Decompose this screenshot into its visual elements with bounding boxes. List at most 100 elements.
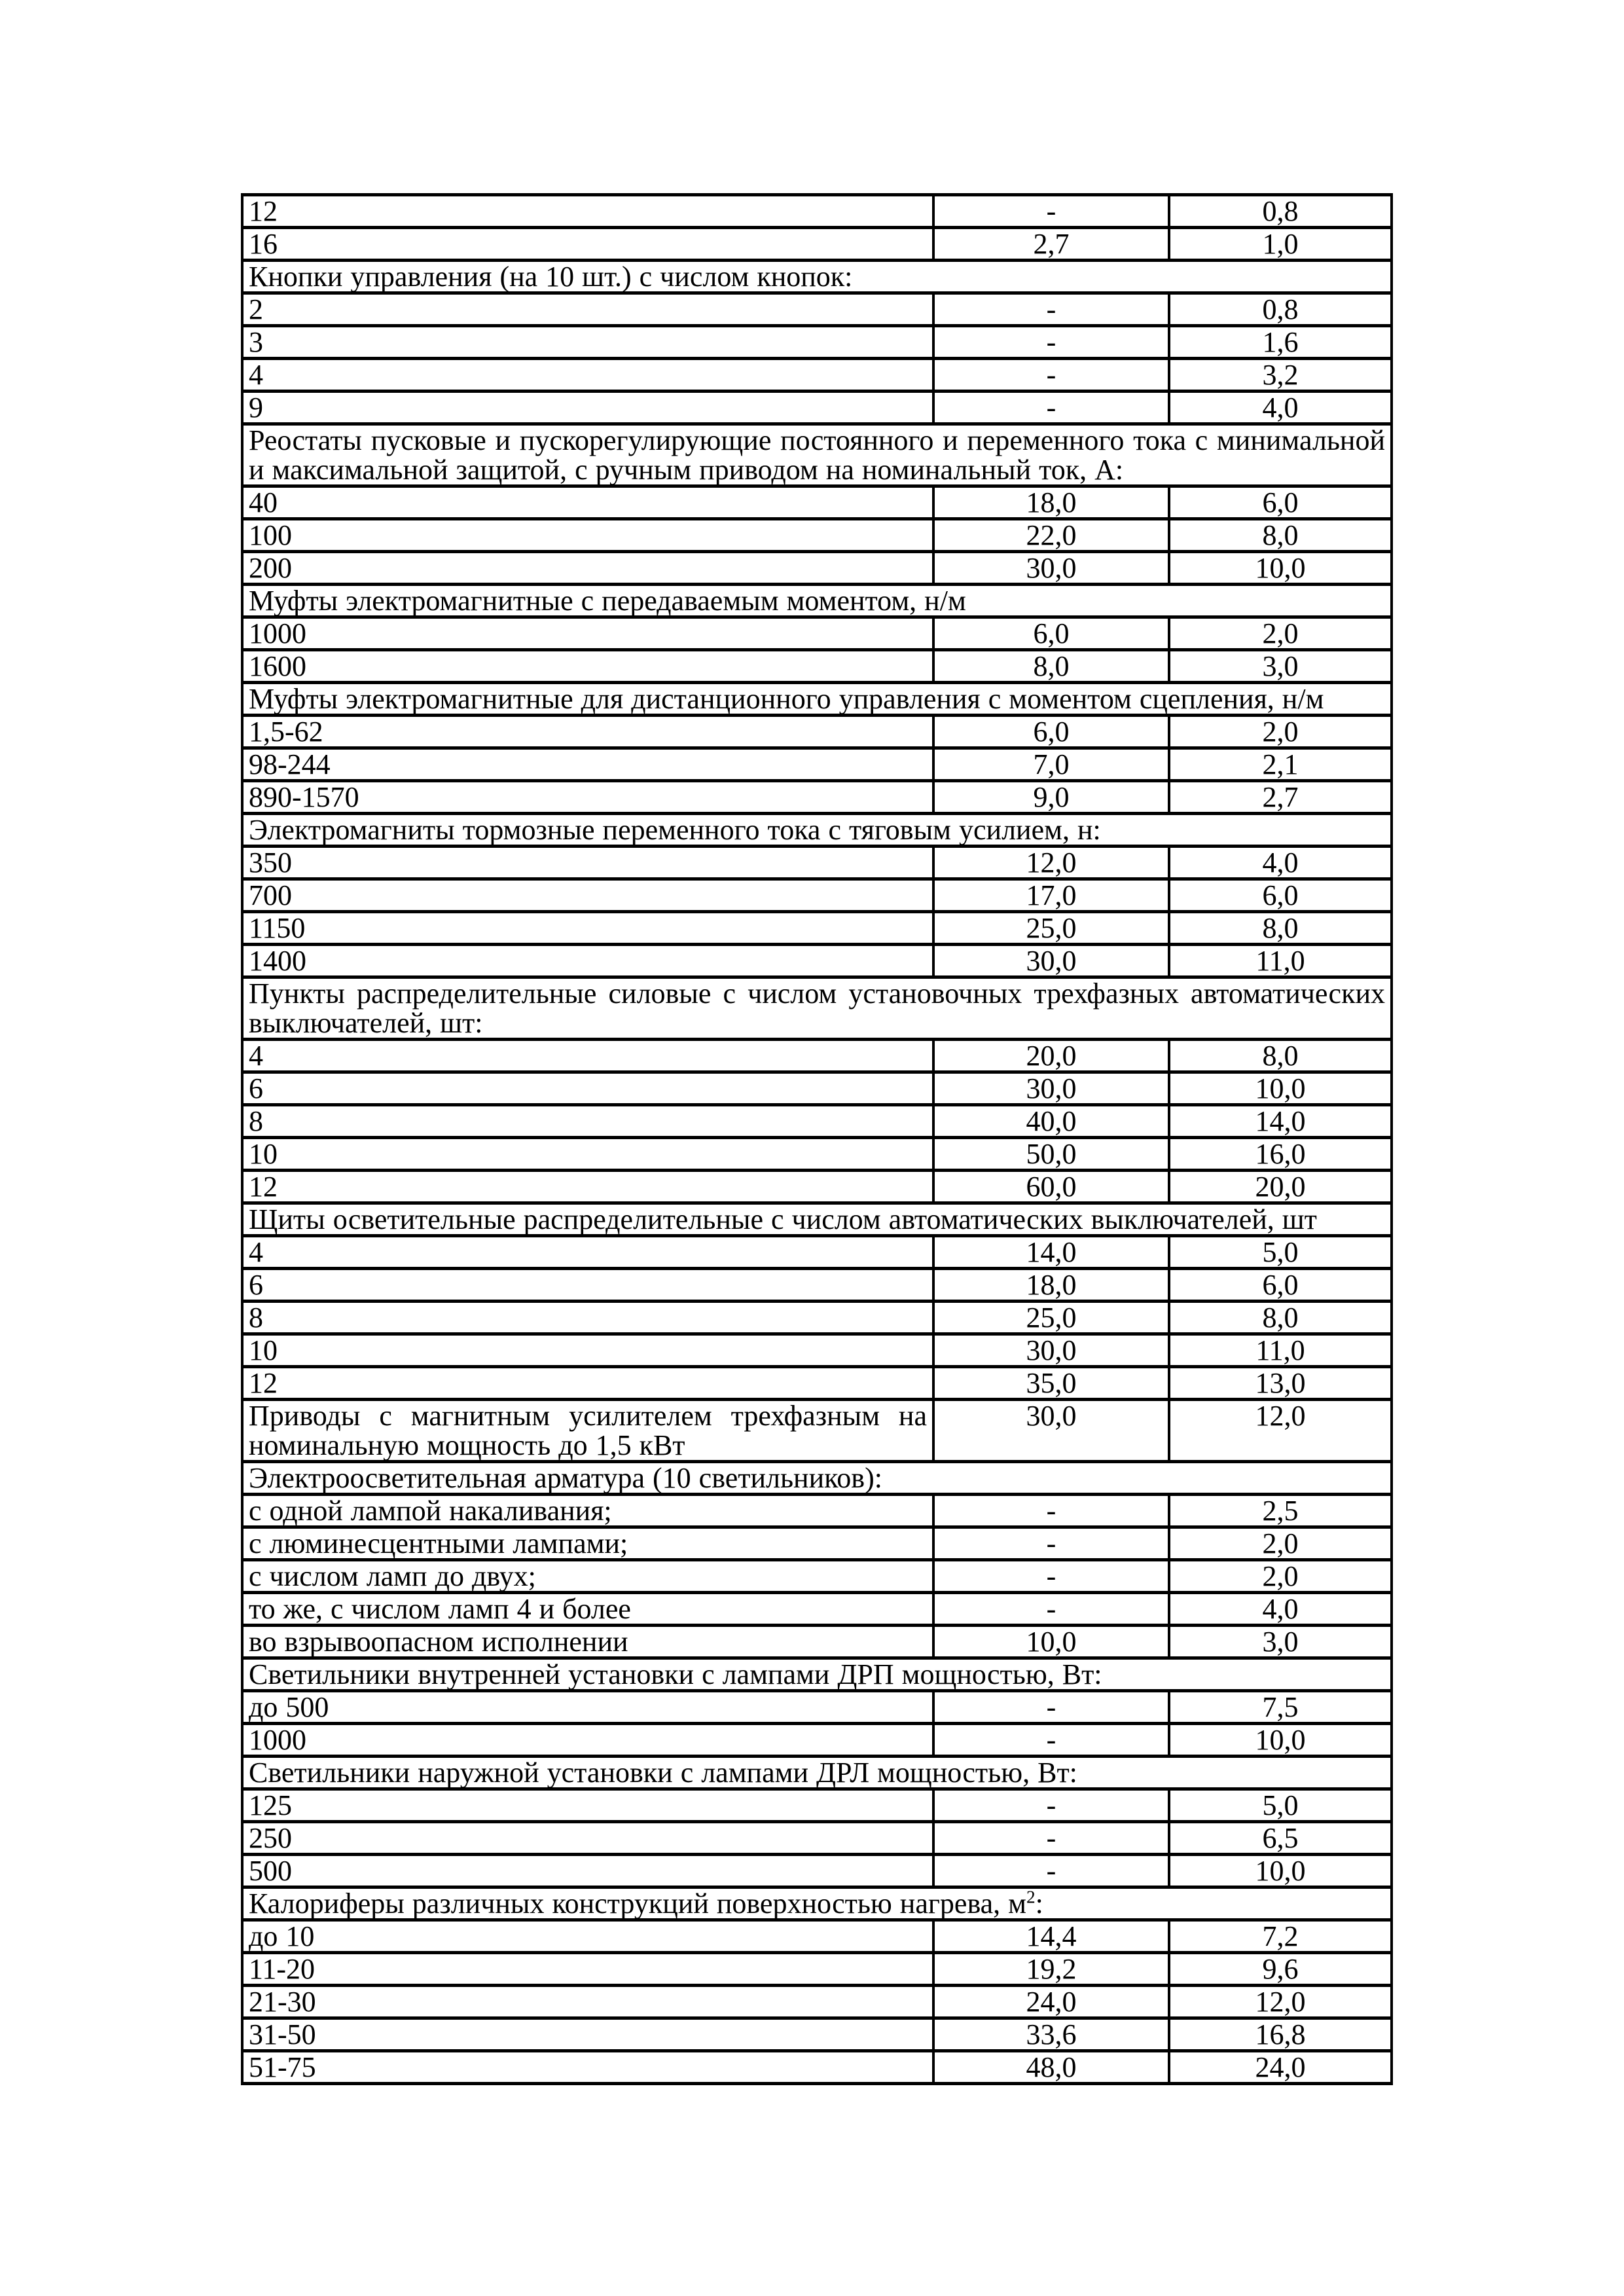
table-row: 4 20,0 8,0 — [241, 1038, 1393, 1074]
labor-value-cell: 2,7 — [932, 226, 1170, 262]
rate-value-cell: 16,0 — [1168, 1136, 1393, 1172]
item-label-cell: 890-1570 — [241, 779, 935, 815]
item-label-cell: 11-20 — [241, 1951, 935, 1987]
table-row: 8 25,0 8,0 — [241, 1300, 1393, 1336]
rate-value-cell: 2,0 — [1168, 1558, 1393, 1594]
table-row: 3-1,6 — [241, 324, 1393, 360]
labor-value-cell: 17,0 — [932, 877, 1170, 913]
labor-value-cell: - — [932, 324, 1170, 360]
section-row: Щиты осветительные распределительные с ч… — [241, 1201, 1393, 1237]
rate-value-cell: 9,6 — [1168, 1951, 1393, 1987]
section-header-cell: Муфты электромагнитные с передаваемым мо… — [241, 583, 1393, 619]
rate-value-cell: 2,1 — [1168, 746, 1393, 782]
section-header-cell: Электроосветительная арматура (10 светил… — [241, 1460, 1393, 1496]
item-label-cell: до 10 — [241, 1918, 935, 1954]
item-label-cell: 2 — [241, 291, 935, 327]
rate-value-cell: 8,0 — [1168, 1300, 1393, 1336]
labor-value-cell: 7,0 — [932, 746, 1170, 782]
item-label-cell: 500 — [241, 1853, 935, 1889]
section-row: Реостаты пусковые и пускорегулирующие по… — [241, 422, 1393, 488]
section-row: Электроосветительная арматура (10 светил… — [241, 1460, 1393, 1496]
table-row: 250-6,5 — [241, 1820, 1393, 1856]
rate-value-cell: 3,2 — [1168, 357, 1393, 393]
table-row: 12-0,8 — [241, 193, 1393, 229]
item-label-cell: то же, с числом ламп 4 и более — [241, 1591, 935, 1627]
item-label-cell: 3 — [241, 324, 935, 360]
rate-value-cell: 2,0 — [1168, 615, 1393, 651]
superscript: 2 — [1026, 1887, 1036, 1907]
table-row: с люминесцентными лампами; -2,0 — [241, 1525, 1393, 1561]
rate-value-cell: 2,0 — [1168, 1525, 1393, 1561]
rate-value-cell: 11,0 — [1168, 1332, 1393, 1368]
labor-value-cell: 30,0 — [932, 1070, 1170, 1106]
labor-value-cell: - — [932, 1787, 1170, 1823]
table-row: 500-10,0 — [241, 1853, 1393, 1889]
labor-value-cell: 30,0 — [932, 550, 1170, 586]
table-row: 98-244 7,0 2,1 — [241, 746, 1393, 782]
item-label-cell: Приводы с магнитным усилителем трехфазны… — [241, 1398, 935, 1463]
rate-value-cell: 8,0 — [1168, 1038, 1393, 1074]
equipment-rates-table-body: 12-0,8 16 2,7 1,0 Кнопки управления (на 10 ш… — [241, 193, 1393, 2085]
section-row: Светильники наружной установки с лампами… — [241, 1755, 1393, 1791]
table-row: 12 60,0 20,0 — [241, 1169, 1393, 1205]
labor-value-cell: - — [932, 1853, 1170, 1889]
item-label-cell: до 500 — [241, 1689, 935, 1725]
rate-value-cell: 10,0 — [1168, 1722, 1393, 1758]
labor-value-cell: 40,0 — [932, 1103, 1170, 1139]
table-row: то же, с числом ламп 4 и более -4,0 — [241, 1591, 1393, 1627]
rate-value-cell: 4,0 — [1168, 390, 1393, 426]
item-label-cell: 12 — [241, 1365, 935, 1401]
rate-value-cell: 5,0 — [1168, 1787, 1393, 1823]
labor-value-cell: 22,0 — [932, 517, 1170, 553]
table-row: 6 18,0 6,0 — [241, 1267, 1393, 1303]
item-label-cell: 31-50 — [241, 2016, 935, 2052]
item-label-cell: 700 — [241, 877, 935, 913]
table-row: 1000-10,0 — [241, 1722, 1393, 1758]
rate-value-cell: 0,8 — [1168, 291, 1393, 327]
table-row: 1600 8,0 3,0 — [241, 648, 1393, 684]
table-row: 350 12,0 4,0 — [241, 845, 1393, 881]
rate-value-cell: 4,0 — [1168, 845, 1393, 881]
rate-value-cell: 0,8 — [1168, 193, 1393, 229]
table-row: 100 22,0 8,0 — [241, 517, 1393, 553]
table-row: 4-3,2 — [241, 357, 1393, 393]
item-label-cell: 250 — [241, 1820, 935, 1856]
rate-value-cell: 7,5 — [1168, 1689, 1393, 1725]
labor-value-cell: - — [932, 291, 1170, 327]
table-row: 12 35,0 13,0 — [241, 1365, 1393, 1401]
table-row: 51-75 48,0 24,0 — [241, 2049, 1393, 2085]
rate-value-cell: 10,0 — [1168, 1853, 1393, 1889]
table-row: 31-50 33,6 16,8 — [241, 2016, 1393, 2052]
rate-value-cell: 2,0 — [1168, 714, 1393, 750]
item-label-cell: 51-75 — [241, 2049, 935, 2085]
item-label-cell: 8 — [241, 1103, 935, 1139]
section-row: Кнопки управления (на 10 шт.) с числом к… — [241, 259, 1393, 295]
table-row: во взрывоопасном исполнении 10,0 3,0 — [241, 1624, 1393, 1660]
item-label-cell: 98-244 — [241, 746, 935, 782]
rate-value-cell: 16,8 — [1168, 2016, 1393, 2052]
rate-value-cell: 13,0 — [1168, 1365, 1393, 1401]
item-label-cell: 6 — [241, 1267, 935, 1303]
rate-value-cell: 1,0 — [1168, 226, 1393, 262]
labor-value-cell: - — [932, 390, 1170, 426]
rate-value-cell: 10,0 — [1168, 1070, 1393, 1106]
item-label-cell: 1600 — [241, 648, 935, 684]
table-row: 8 40,0 14,0 — [241, 1103, 1393, 1139]
rate-value-cell: 8,0 — [1168, 517, 1393, 553]
rate-value-cell: 11,0 — [1168, 943, 1393, 979]
rate-value-cell: 6,0 — [1168, 877, 1393, 913]
labor-value-cell: 12,0 — [932, 845, 1170, 881]
table-row: 21-30 24,0 12,0 — [241, 1984, 1393, 2020]
item-label-cell: 8 — [241, 1300, 935, 1336]
section-row: Муфты электромагнитные с передаваемым мо… — [241, 583, 1393, 619]
section-row: Электромагниты тормозные переменного ток… — [241, 812, 1393, 848]
item-label-cell: 125 — [241, 1787, 935, 1823]
item-label-cell: 4 — [241, 1038, 935, 1074]
section-header-cell: Кнопки управления (на 10 шт.) с числом к… — [241, 259, 1393, 295]
rate-value-cell: 5,0 — [1168, 1234, 1393, 1270]
item-label-cell: 40 — [241, 484, 935, 520]
item-label-cell: 10 — [241, 1332, 935, 1368]
item-label-cell: 100 — [241, 517, 935, 553]
labor-value-cell: - — [932, 1689, 1170, 1725]
